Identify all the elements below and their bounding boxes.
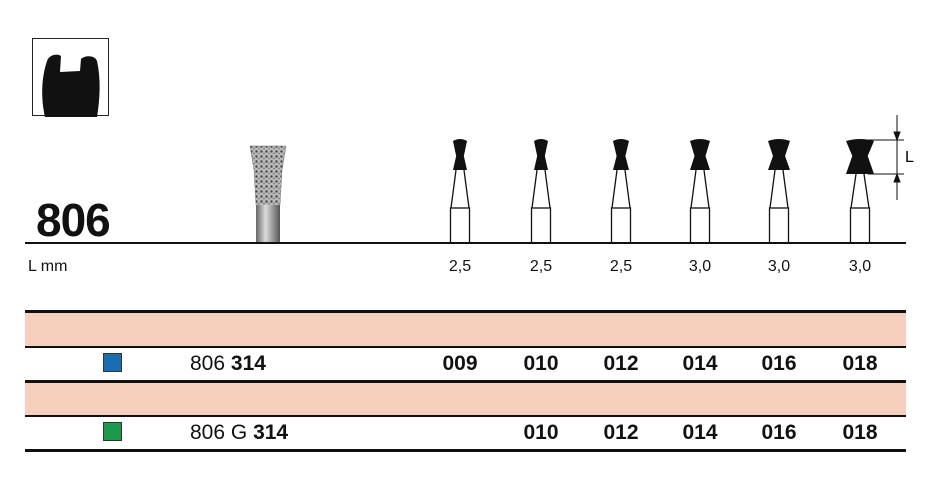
burr-drawing (449, 139, 471, 244)
row-band (25, 313, 906, 346)
length-value: 2,5 (448, 258, 472, 275)
size-code: 016 (761, 352, 797, 375)
color-code-swatch (103, 353, 122, 372)
divider (25, 415, 906, 417)
row-band (25, 383, 906, 415)
length-value: 3,0 (767, 258, 791, 275)
baseline-divider (25, 242, 906, 244)
burr-drawing (610, 139, 632, 244)
burr-drawing (530, 139, 552, 244)
burr-shape-icon (32, 38, 109, 117)
product-code: 806 314 (190, 352, 266, 376)
size-code: 009 (442, 352, 478, 375)
product-code: 806 G 314 (190, 421, 288, 445)
burr-drawing (689, 139, 711, 244)
shank-code: 314 (230, 352, 266, 375)
color-code-swatch (103, 422, 122, 441)
length-unit-label: L mm (28, 258, 68, 275)
length-value: 2,5 (529, 258, 553, 275)
burr-illustrations: L (249, 115, 914, 244)
size-code: 016 (761, 421, 797, 444)
dimension-label: L (905, 149, 914, 166)
size-code: 018 (842, 352, 878, 375)
code-prefix: 806 G (190, 421, 248, 444)
size-code: 012 (603, 352, 639, 375)
size-code: 010 (523, 352, 559, 375)
size-code: 014 (682, 421, 718, 444)
size-code: 012 (603, 421, 639, 444)
table-bottom-rule (25, 449, 906, 452)
burr-drawing (846, 139, 874, 244)
divider (25, 380, 906, 383)
size-code: 014 (682, 352, 718, 375)
table-top-rule (25, 310, 906, 313)
product-number: 806 (36, 194, 111, 246)
shank-code: 314 (253, 421, 289, 444)
burr-photo (249, 145, 287, 243)
burr-drawing (768, 139, 790, 244)
divider (25, 346, 906, 348)
size-code: 010 (523, 421, 559, 444)
length-dimension-marker (866, 115, 904, 200)
code-prefix: 806 (190, 352, 226, 375)
length-value: 3,0 (688, 258, 712, 275)
length-value: 3,0 (848, 258, 872, 275)
size-code: 018 (842, 421, 878, 444)
length-value: 2,5 (609, 258, 633, 275)
